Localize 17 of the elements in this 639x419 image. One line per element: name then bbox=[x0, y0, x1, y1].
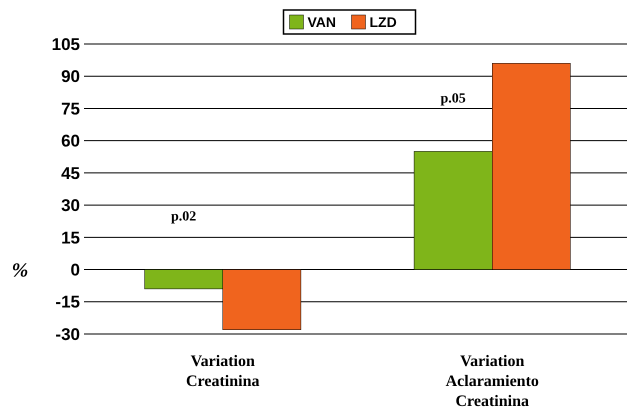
annotation: p.02 bbox=[171, 209, 196, 224]
y-tick-label: 60 bbox=[61, 132, 80, 151]
y-tick-label: 75 bbox=[61, 99, 80, 118]
y-tick-label: 15 bbox=[61, 228, 80, 248]
x-tick-label: Variation Aclaramiento Creatinina bbox=[446, 353, 539, 410]
legend-label: LZD bbox=[370, 14, 397, 30]
y-tick-label: -30 bbox=[55, 324, 80, 344]
y-tick-label: -15 bbox=[55, 292, 80, 312]
y-tick-label: 0 bbox=[70, 260, 80, 280]
annotation: p.05 bbox=[440, 91, 466, 106]
y-tick-label: 30 bbox=[61, 196, 80, 216]
y-tick-label: 45 bbox=[61, 164, 80, 183]
y-tick-label: 90 bbox=[61, 67, 80, 86]
legend-label: VAN bbox=[308, 14, 336, 30]
x-tick-label: Variation Creatinina bbox=[186, 353, 260, 390]
y-axis-title: % bbox=[12, 260, 28, 282]
y-tick-label: 105 bbox=[52, 34, 80, 54]
